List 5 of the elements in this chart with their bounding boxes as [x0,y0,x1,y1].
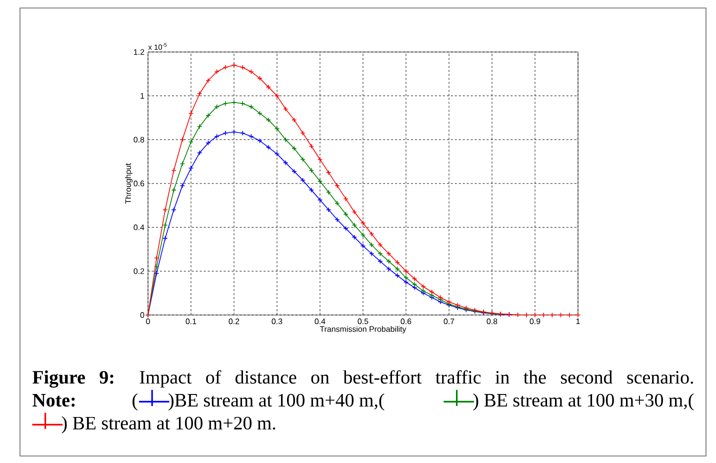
legend-label: ) BE stream at 100 m+30 m,( [473,393,694,410]
text: Note: ( [32,393,138,410]
legend-label: ) BE stream at 100 m+20 m. [62,416,276,434]
text: Figure 9: Impact of distance on best-effort traffic in the second scenario. [32,370,694,388]
legend-label: )BE stream at 100 m+40 m,( [168,393,384,410]
